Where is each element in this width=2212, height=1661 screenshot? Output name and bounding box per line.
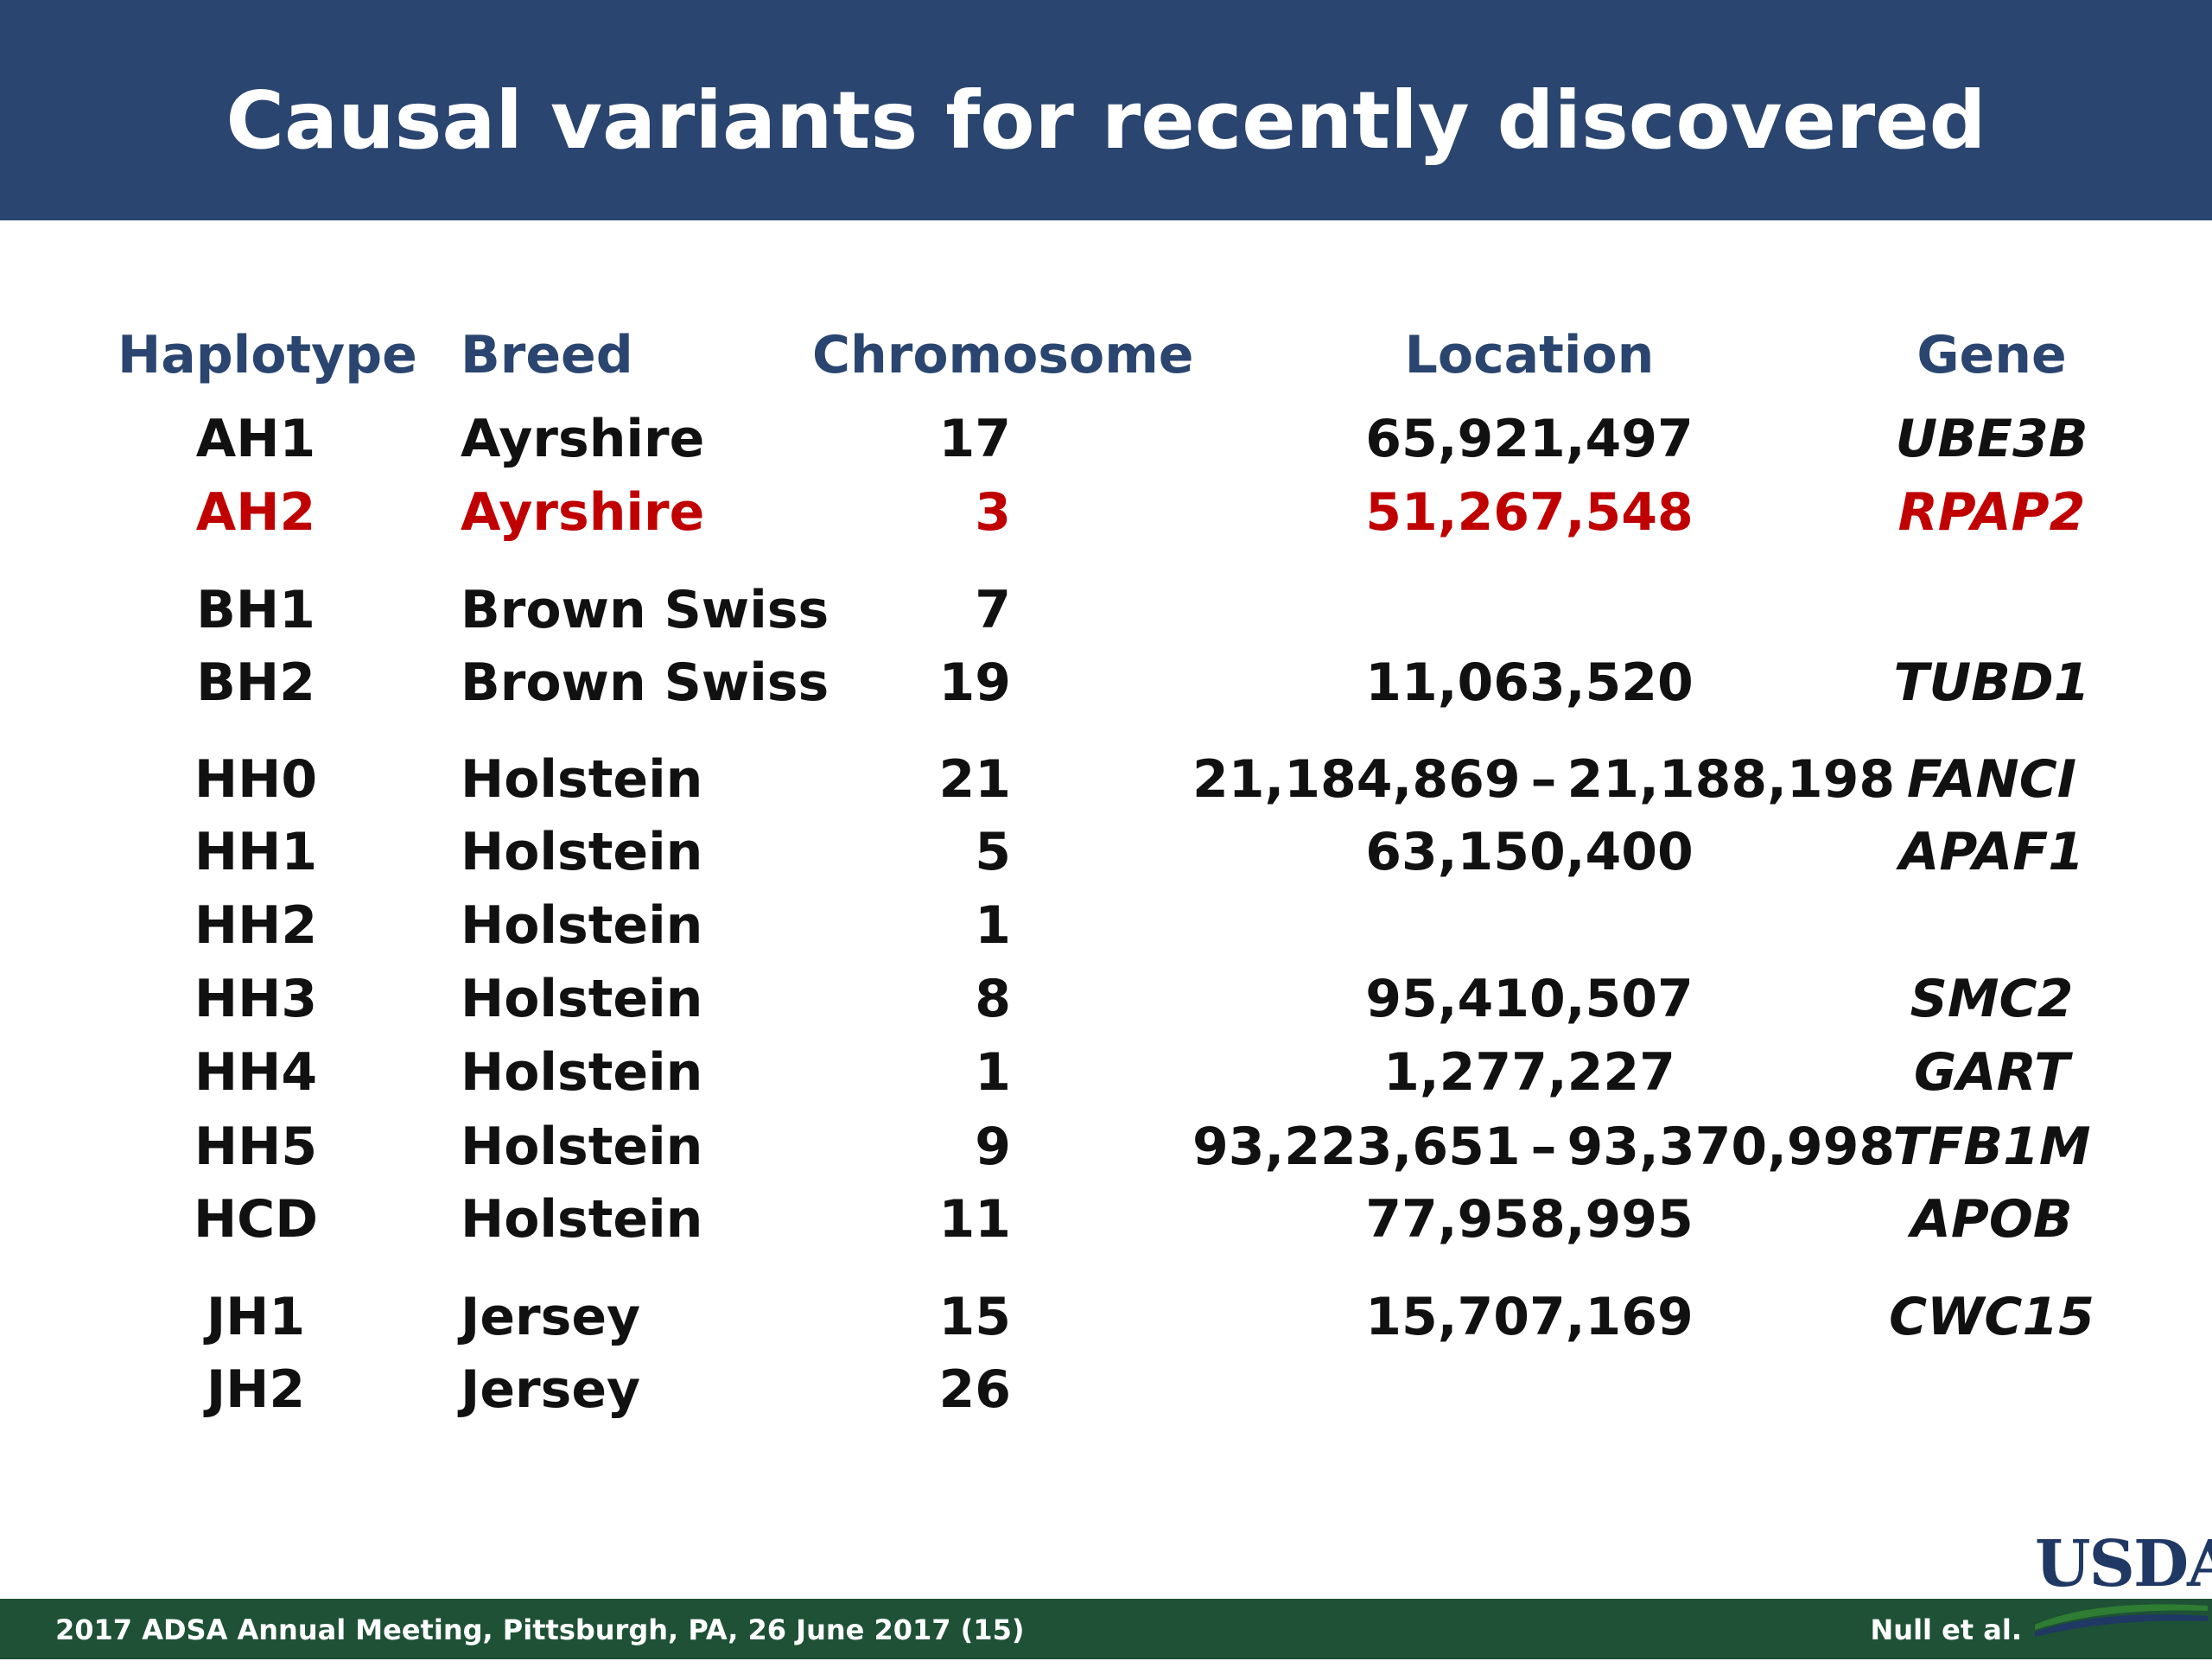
location-cell <box>1192 1355 1866 1424</box>
haplotype-cell: HH1 <box>194 822 318 882</box>
header-chromosome: Chromosome <box>812 325 1194 385</box>
usda-logo-text: USDA <box>2035 1527 2212 1601</box>
chromosome-cell: 3 <box>975 482 1011 543</box>
haplotype-cell: AH2 <box>195 482 316 543</box>
header-haplotype: Haplotype <box>118 325 417 385</box>
breed-cell: Holstein <box>461 895 703 956</box>
haplotype-cell: JH2 <box>206 1359 306 1420</box>
breed-cell: Holstein <box>461 1042 703 1103</box>
table-row: JH1 Jersey 15 15,707,169 CWC15 <box>0 1282 2212 1352</box>
haplotype-cell: HH0 <box>194 749 318 810</box>
breed-cell: Ayrshire <box>461 409 705 469</box>
chromosome-cell: 26 <box>938 1359 1012 1420</box>
gene-cell: GART <box>1913 1042 2070 1103</box>
breed-cell: Ayrshire <box>461 482 705 543</box>
table-row: HH0 Holstein 21 21,184,869 – 21,188,198 FANC… <box>0 745 2212 814</box>
usda-swoosh-icon <box>2035 1604 2208 1637</box>
table-row: HH4 Holstein 1 1,277,227 GART <box>0 1038 2212 1107</box>
title-bar <box>0 0 2212 220</box>
header-breed: Breed <box>461 325 633 385</box>
chromosome-cell: 9 <box>975 1117 1011 1177</box>
table-row: HH2 Holstein 1 <box>0 891 2212 960</box>
gene-cell: APOB <box>1910 1189 2073 1250</box>
table-row: AH2 Ayrshire 3 51,267,548 RPAP2 <box>0 478 2212 547</box>
haplotype-cell: HH3 <box>194 969 318 1029</box>
location-cell: 21,184,869 – 21,188,198 <box>1192 749 1896 810</box>
chromosome-cell: 7 <box>975 580 1011 640</box>
haplotype-cell: HH4 <box>194 1042 318 1103</box>
breed-cell: Holstein <box>461 749 703 810</box>
footer-citation: 2017 ADSA Annual Meeting, Pittsburgh, PA… <box>55 1613 1025 1646</box>
location-cell: 1,277,227 <box>1383 1042 1675 1103</box>
location-cell: 93,223,651 – 93,370,998 <box>1192 1117 1896 1177</box>
footer-bar <box>0 1599 2212 1659</box>
table-row: JH2 Jersey 26 <box>0 1355 2212 1424</box>
haplotype-cell: HCD <box>193 1189 319 1250</box>
haplotype-cell: HH5 <box>194 1117 318 1177</box>
header-location: Location <box>1404 325 1655 385</box>
breed-cell: Holstein <box>461 822 703 882</box>
haplotype-cell: HH2 <box>194 895 318 956</box>
chromosome-cell: 21 <box>938 749 1012 810</box>
chromosome-cell: 15 <box>938 1287 1012 1347</box>
gene-cell: UBE3B <box>1895 409 2088 469</box>
gene-cell <box>1858 1355 2126 1424</box>
breed-cell: Brown Swiss <box>461 652 830 713</box>
table-row: HCD Holstein 11 77,958,995 APOB <box>0 1185 2212 1254</box>
haplotype-cell: AH1 <box>195 409 316 469</box>
breed-cell: Holstein <box>461 969 703 1029</box>
chromosome-cell: 5 <box>975 822 1011 882</box>
location-cell: 63,150,400 <box>1365 822 1694 882</box>
slide-title: Causal variants for recently discovered … <box>226 74 1986 409</box>
location-cell: 11,063,520 <box>1365 652 1694 713</box>
location-cell: 15,707,169 <box>1365 1287 1694 1347</box>
gene-cell <box>1858 576 2126 645</box>
location-cell <box>1192 891 1866 960</box>
table-row: BH2 Brown Swiss 19 11,063,520 TUBD1 <box>0 648 2212 717</box>
chromosome-cell: 1 <box>975 895 1011 956</box>
footer-authors: Null et al. <box>1870 1613 2023 1646</box>
location-cell: 51,267,548 <box>1365 482 1694 543</box>
breed-cell: Brown Swiss <box>461 580 830 640</box>
breed-cell: Holstein <box>461 1189 703 1250</box>
gene-cell: FANCI <box>1906 749 2077 810</box>
table-row: HH5 Holstein 9 93,223,651 – 93,370,998 TFB1M <box>0 1112 2212 1181</box>
chromosome-cell: 11 <box>938 1189 1012 1250</box>
gene-cell: APAF1 <box>1898 822 2085 882</box>
haplotype-cell: JH1 <box>206 1287 306 1347</box>
table-row: BH1 Brown Swiss 7 <box>0 576 2212 645</box>
haplotype-cell: BH1 <box>196 580 315 640</box>
table-row: AH1 Ayrshire 17 65,921,497 UBE3B <box>0 404 2212 474</box>
location-cell: 65,921,497 <box>1365 409 1694 469</box>
gene-cell: RPAP2 <box>1897 482 2086 543</box>
table-row: HH3 Holstein 8 95,410,507 SMC2 <box>0 964 2212 1034</box>
location-cell <box>1192 576 1866 645</box>
gene-cell: SMC2 <box>1910 969 2074 1029</box>
chromosome-cell: 8 <box>975 969 1011 1029</box>
breed-cell: Jersey <box>461 1287 641 1347</box>
gene-cell: TUBD1 <box>1893 652 2090 713</box>
chromosome-cell: 19 <box>938 652 1012 713</box>
chromosome-cell: 17 <box>938 409 1012 469</box>
usda-logo: USDA <box>2035 1527 2212 1651</box>
breed-cell: Jersey <box>461 1359 641 1420</box>
haplotype-cell: BH2 <box>196 652 315 713</box>
location-cell: 95,410,507 <box>1365 969 1694 1029</box>
breed-cell: Holstein <box>461 1117 703 1177</box>
location-cell: 77,958,995 <box>1365 1189 1694 1250</box>
gene-cell <box>1858 891 2126 960</box>
table-row: HH1 Holstein 5 63,150,400 APAF1 <box>0 818 2212 887</box>
gene-cell: TFB1M <box>1892 1117 2091 1177</box>
gene-cell: CWC15 <box>1889 1287 2094 1347</box>
header-gene: Gene <box>1916 325 2067 385</box>
chromosome-cell: 1 <box>975 1042 1011 1103</box>
table-header-row: Haplotype Breed Chromosome Location Gene <box>0 321 2212 390</box>
